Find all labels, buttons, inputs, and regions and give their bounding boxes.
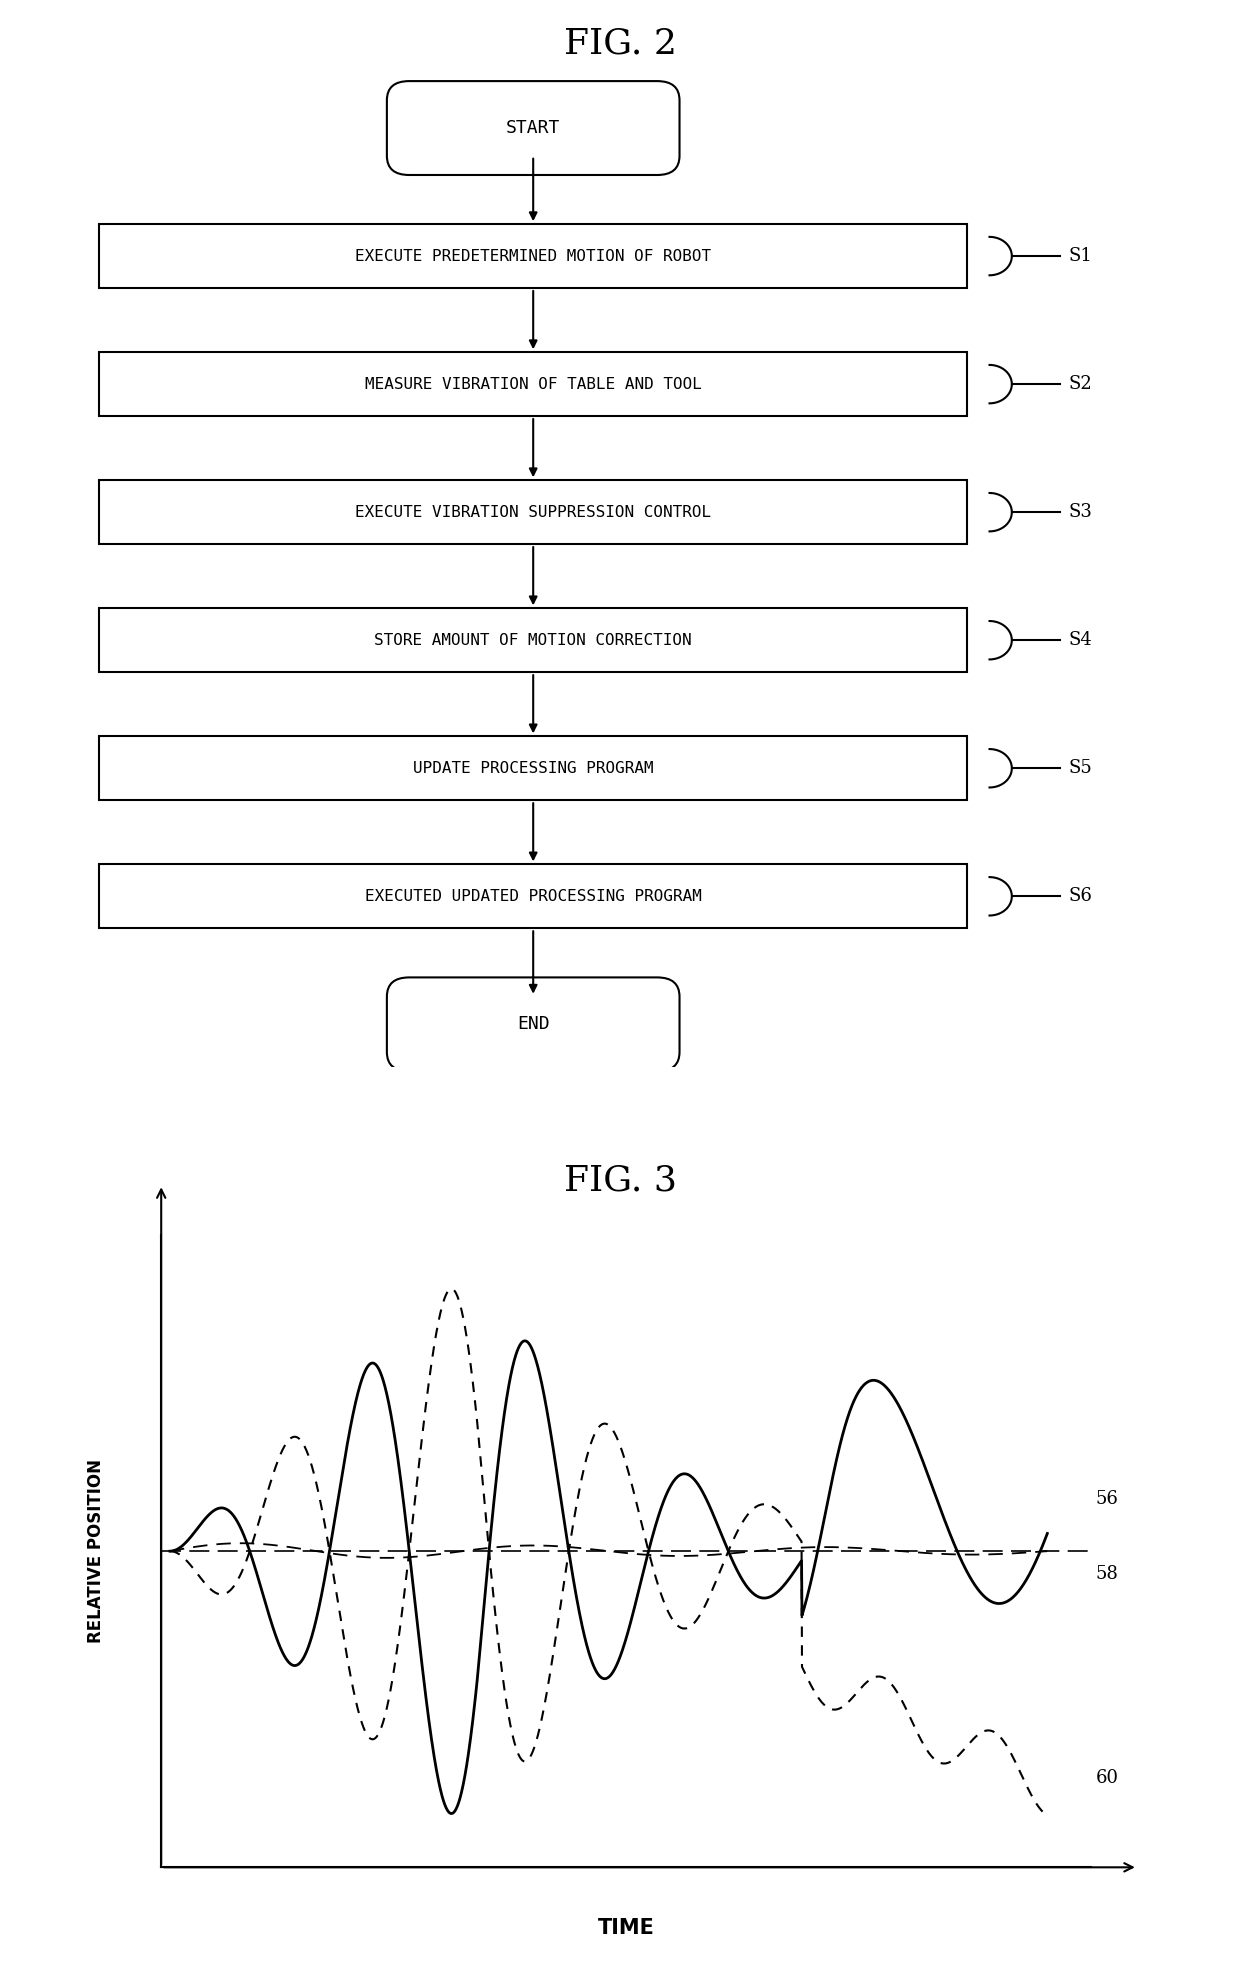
Text: RELATIVE POSITION: RELATIVE POSITION (87, 1458, 105, 1644)
FancyBboxPatch shape (99, 480, 967, 543)
FancyBboxPatch shape (99, 609, 967, 672)
Text: MEASURE VIBRATION OF TABLE AND TOOL: MEASURE VIBRATION OF TABLE AND TOOL (365, 377, 702, 391)
Text: FIG. 2: FIG. 2 (563, 28, 677, 61)
FancyBboxPatch shape (387, 978, 680, 1071)
Text: EXECUTE VIBRATION SUPPRESSION CONTROL: EXECUTE VIBRATION SUPPRESSION CONTROL (355, 504, 712, 520)
FancyBboxPatch shape (99, 864, 967, 929)
FancyBboxPatch shape (99, 737, 967, 800)
Text: START: START (506, 119, 560, 136)
Text: 56: 56 (1096, 1490, 1118, 1508)
Text: S1: S1 (1069, 247, 1092, 265)
Text: S6: S6 (1069, 887, 1092, 905)
Text: STORE AMOUNT OF MOTION CORRECTION: STORE AMOUNT OF MOTION CORRECTION (374, 632, 692, 648)
Text: TIME: TIME (598, 1919, 655, 1938)
Text: S2: S2 (1069, 375, 1092, 393)
Text: S3: S3 (1069, 504, 1092, 522)
Text: FIG. 3: FIG. 3 (563, 1164, 677, 1197)
FancyBboxPatch shape (387, 81, 680, 176)
Text: EXECUTED UPDATED PROCESSING PROGRAM: EXECUTED UPDATED PROCESSING PROGRAM (365, 889, 702, 903)
FancyBboxPatch shape (99, 223, 967, 288)
Text: 60: 60 (1096, 1769, 1118, 1786)
Text: END: END (517, 1016, 549, 1033)
Text: S5: S5 (1069, 759, 1092, 777)
Text: UPDATE PROCESSING PROGRAM: UPDATE PROCESSING PROGRAM (413, 761, 653, 777)
Text: S4: S4 (1069, 630, 1092, 650)
FancyBboxPatch shape (99, 352, 967, 417)
Text: EXECUTE PREDETERMINED MOTION OF ROBOT: EXECUTE PREDETERMINED MOTION OF ROBOT (355, 249, 712, 263)
Text: 58: 58 (1096, 1565, 1118, 1583)
